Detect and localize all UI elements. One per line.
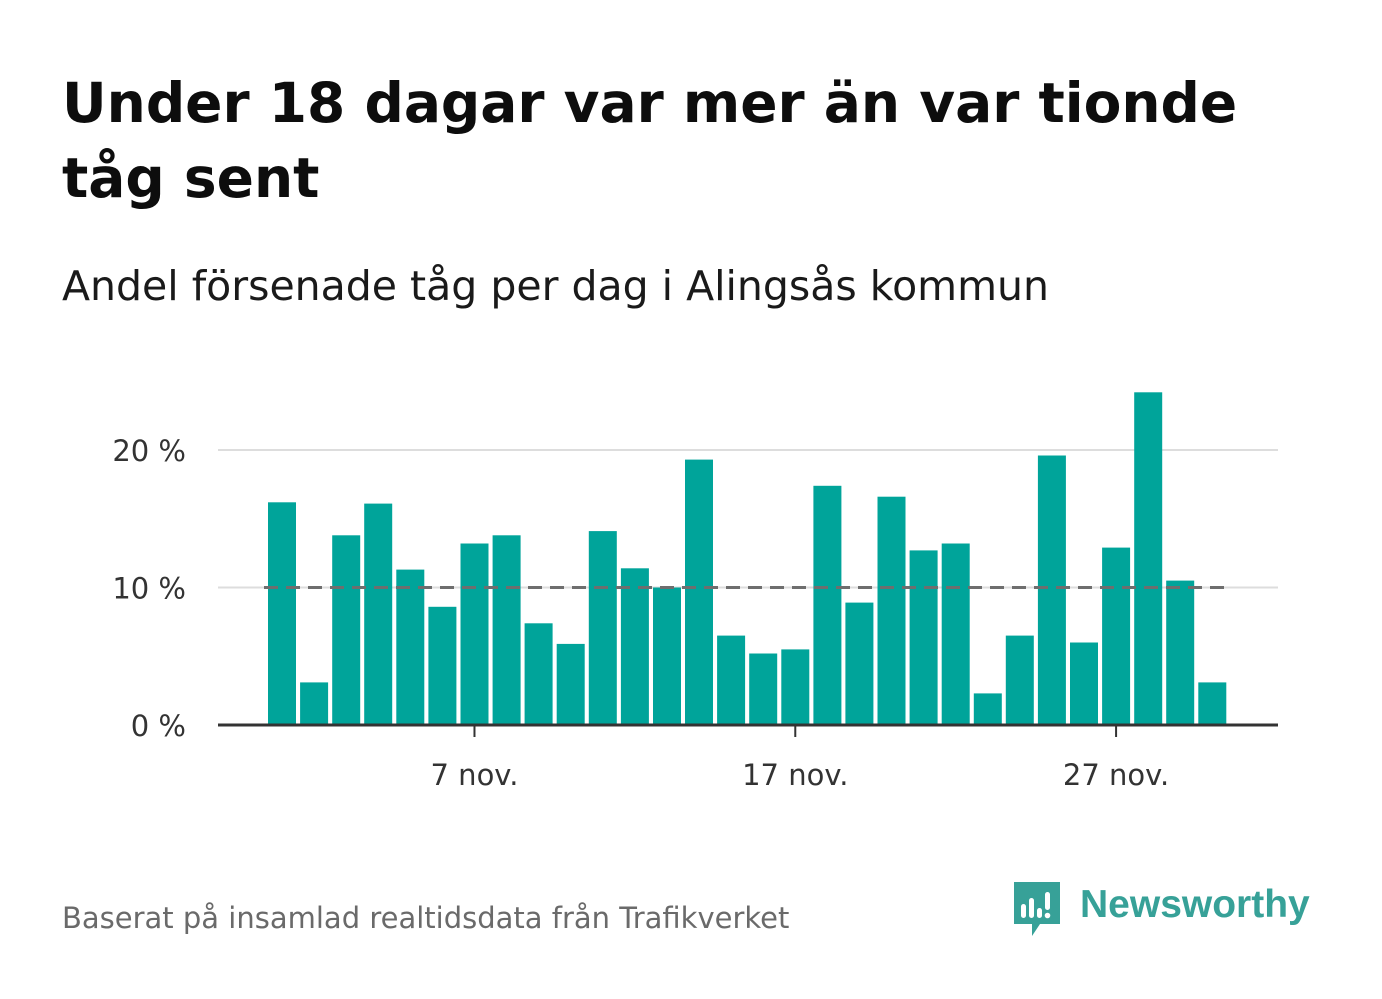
bar-2024-11-24 — [1005, 635, 1034, 725]
source-note: Baserat på insamlad realtidsdata från Tr… — [62, 901, 790, 935]
bar-2024-11-12 — [620, 568, 649, 726]
x-tick-label: 7 nov. — [431, 758, 519, 792]
bar-2024-11-20 — [877, 496, 906, 725]
y-axis-labels: 0 % 10 % 20 % — [112, 434, 186, 743]
bar-2024-11-21 — [909, 550, 938, 725]
bar-2024-11-07 — [460, 543, 489, 725]
bar-2024-11-05 — [396, 569, 425, 725]
bar-chart: 0 % 10 % 20 % 7 nov. 17 nov. 27 nov. — [112, 392, 1278, 792]
bar-2024-11-13 — [653, 587, 681, 725]
bar-2024-11-19 — [845, 602, 874, 725]
bar-2024-11-22 — [941, 543, 970, 725]
bar-2024-11-14 — [685, 459, 713, 725]
bar-2024-11-06 — [428, 606, 457, 726]
x-axis-labels: 7 nov. 17 nov. 27 nov. — [431, 758, 1170, 792]
chart-title: Under 18 dagar var mer än var tionde tåg… — [62, 71, 1238, 210]
bar-2024-11-28 — [1134, 392, 1163, 726]
bar-2024-11-01 — [268, 502, 296, 726]
brand-logo: Newsworthy — [1010, 878, 1330, 940]
bar-2024-11-17 — [781, 649, 810, 725]
bar-chart-speech-bubble-icon — [1014, 882, 1060, 936]
bar-2024-11-15 — [717, 635, 746, 725]
bar-2024-11-23 — [973, 693, 1002, 725]
bar-2024-11-11 — [588, 531, 617, 725]
bar-2024-11-29 — [1166, 580, 1195, 725]
bar-2024-11-30 — [1198, 682, 1227, 725]
bar-2024-11-27 — [1102, 547, 1131, 725]
bar-2024-11-16 — [749, 653, 778, 725]
bar-2024-11-10 — [556, 643, 585, 725]
bar-2024-11-18 — [813, 485, 842, 725]
bar-2024-11-04 — [364, 503, 393, 725]
bars — [268, 392, 1227, 726]
bar-2024-11-26 — [1070, 642, 1098, 725]
bar-2024-11-03 — [332, 535, 361, 726]
x-tick-label: 17 nov. — [742, 758, 848, 792]
bar-2024-11-02 — [300, 682, 329, 725]
bar-2024-11-08 — [492, 535, 521, 726]
y-tick-label: 20 % — [112, 434, 186, 468]
y-tick-label: 0 % — [131, 709, 186, 743]
x-tick-label: 27 nov. — [1063, 758, 1169, 792]
chart-subtitle: Andel försenade tåg per dag i Alingsås k… — [62, 262, 1050, 310]
brand-name: Newsworthy — [1080, 883, 1310, 926]
y-tick-label: 10 % — [112, 572, 186, 606]
bar-2024-11-25 — [1037, 455, 1066, 725]
bar-2024-11-09 — [524, 623, 553, 726]
x-axis — [218, 723, 1278, 737]
